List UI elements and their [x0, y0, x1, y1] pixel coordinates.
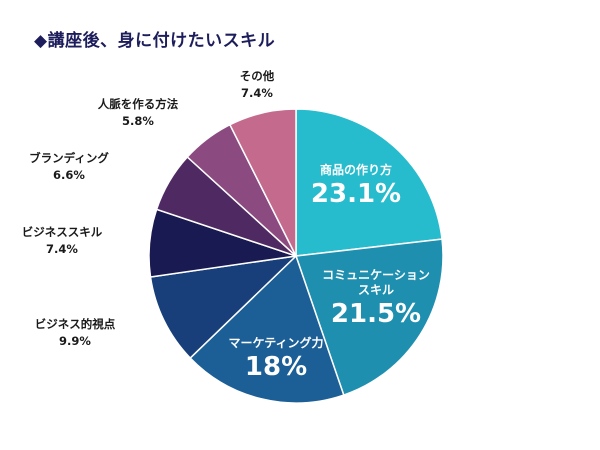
slice-name: 商品の作り方: [319, 163, 393, 177]
slice-label-outside-3: ビジネス的視点 9.9%: [35, 316, 116, 351]
chart-title: ◆講座後、身に付けたいスキル: [34, 31, 276, 51]
slice-label-inside-1: コミュニケーション スキル 21.5%: [322, 268, 430, 331]
slice-value: 6.6%: [53, 168, 85, 183]
slice-name: ビジネススキル: [21, 225, 103, 239]
slice-name: 人脈を作る方法: [97, 97, 179, 111]
slice-name: ビジネス的視点: [34, 317, 116, 331]
slice-value: 21.5%: [330, 299, 422, 329]
slice-value: 18%: [244, 352, 308, 382]
pie-slice-1: [294, 238, 444, 396]
pie-slice-0: [295, 108, 443, 257]
slice-value: 23.1%: [310, 179, 402, 209]
slice-value: 5.8%: [122, 114, 154, 129]
slice-label-outside-5: ブランディング 6.6%: [29, 150, 109, 185]
slice-value: 7.4%: [46, 242, 78, 257]
slice-name: スキル: [357, 283, 395, 297]
slice-value: 9.9%: [59, 334, 91, 349]
slice-name: ブランディング: [29, 151, 109, 165]
slice-name: マーケティング力: [228, 336, 324, 350]
pie-slice-3: [149, 254, 299, 360]
slice-label-inside-2: マーケティング力 18%: [228, 336, 323, 384]
pie-slice-2: [189, 254, 345, 404]
slice-label-inside-0: 商品の作り方 23.1%: [311, 163, 401, 211]
slice-label-outside-7: その他 7.4%: [240, 68, 275, 103]
slice-name: その他: [239, 69, 275, 83]
slice-name: コミュニケーション: [322, 268, 430, 282]
pie-slice-7: [228, 108, 297, 257]
slice-label-outside-4: ビジネススキル 7.4%: [22, 224, 103, 259]
slice-label-outside-6: 人脈を作る方法 5.8%: [98, 96, 179, 131]
slice-value: 7.4%: [241, 86, 273, 101]
